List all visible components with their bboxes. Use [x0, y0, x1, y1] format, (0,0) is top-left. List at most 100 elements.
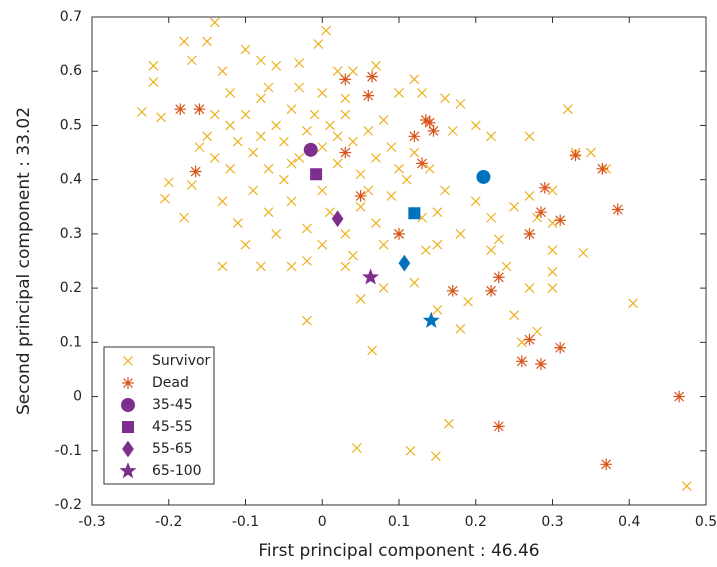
y-tick-label: 0.5 [60, 117, 82, 133]
x-tick-label: 0.4 [618, 514, 640, 530]
point [317, 185, 328, 196]
point [286, 158, 297, 169]
point [492, 271, 505, 284]
y-tick-label: -0.2 [55, 497, 82, 513]
y-tick-label: -0.1 [55, 443, 82, 459]
point [486, 212, 497, 223]
point [303, 142, 318, 157]
point [263, 207, 274, 218]
point [339, 146, 352, 159]
point [535, 358, 547, 370]
point [340, 93, 351, 104]
legend-label: 55-65 [152, 441, 193, 457]
point [509, 310, 520, 321]
point [286, 104, 297, 115]
point [354, 190, 367, 202]
point [209, 109, 220, 120]
legend-marker [122, 421, 134, 433]
point [417, 87, 427, 98]
legend-label: Dead [152, 375, 189, 391]
point [148, 77, 159, 87]
point [271, 228, 282, 239]
x-tick-label: -0.2 [155, 514, 182, 530]
point [547, 283, 558, 294]
point [440, 185, 450, 196]
point [309, 109, 320, 120]
point [340, 228, 351, 239]
point [310, 168, 323, 181]
point [286, 261, 297, 272]
point [492, 420, 505, 433]
point [217, 196, 228, 207]
point [240, 109, 251, 120]
x-tick-label: 0.2 [465, 514, 487, 530]
point [378, 115, 389, 125]
point [515, 355, 528, 368]
point [301, 125, 312, 136]
y-tick-label: 0 [73, 389, 82, 405]
legend-label: 65-100 [152, 463, 202, 479]
point [386, 142, 397, 153]
point [202, 131, 213, 142]
point [348, 66, 358, 77]
point [430, 451, 441, 462]
point [179, 212, 190, 223]
point [217, 261, 228, 272]
point [408, 130, 421, 143]
point [225, 87, 236, 98]
point [470, 120, 481, 131]
legend-label: 45-55 [152, 419, 193, 435]
point [422, 311, 440, 328]
point [255, 261, 266, 272]
point [317, 142, 328, 153]
point [355, 169, 366, 180]
point [174, 103, 187, 116]
point [294, 58, 305, 69]
point [432, 207, 443, 218]
point [524, 283, 535, 294]
point [148, 60, 159, 71]
point [486, 131, 497, 142]
point [348, 136, 358, 147]
point [371, 60, 381, 71]
point [532, 326, 543, 337]
point [405, 445, 416, 456]
point [455, 323, 466, 334]
point [443, 418, 454, 429]
legend-marker [123, 356, 133, 366]
legend-marker [122, 440, 134, 458]
point [355, 201, 366, 212]
legend-box [103, 346, 215, 485]
point [523, 333, 536, 346]
point [278, 174, 289, 185]
point [485, 284, 497, 297]
point [470, 196, 481, 207]
point [569, 149, 582, 162]
point [562, 104, 573, 115]
point [325, 207, 335, 218]
point [313, 39, 324, 50]
point [163, 177, 174, 188]
point [362, 89, 375, 102]
point [447, 125, 458, 136]
point [600, 458, 613, 471]
point [409, 147, 420, 158]
point [271, 120, 282, 131]
point [673, 390, 685, 403]
point [225, 163, 236, 174]
point [332, 66, 343, 77]
point [179, 36, 190, 47]
point [340, 109, 351, 120]
point [681, 481, 692, 491]
y-tick-label: 0.4 [60, 172, 82, 188]
point [416, 157, 428, 170]
point [278, 136, 289, 147]
point [248, 147, 259, 158]
point [547, 245, 558, 256]
point [232, 218, 243, 228]
point [538, 181, 551, 194]
point [317, 239, 328, 250]
y-tick-label: 0.1 [60, 334, 82, 350]
point [366, 70, 378, 83]
